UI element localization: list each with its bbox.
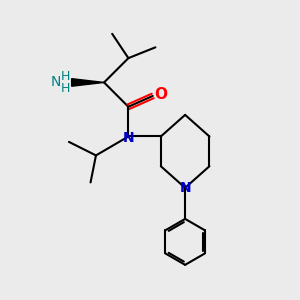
Text: H: H — [61, 82, 70, 95]
Text: N: N — [50, 75, 61, 89]
Text: H: H — [61, 70, 70, 83]
Text: O: O — [154, 87, 167, 102]
Text: N: N — [179, 181, 191, 195]
Polygon shape — [72, 79, 104, 86]
Text: N: N — [123, 131, 134, 145]
